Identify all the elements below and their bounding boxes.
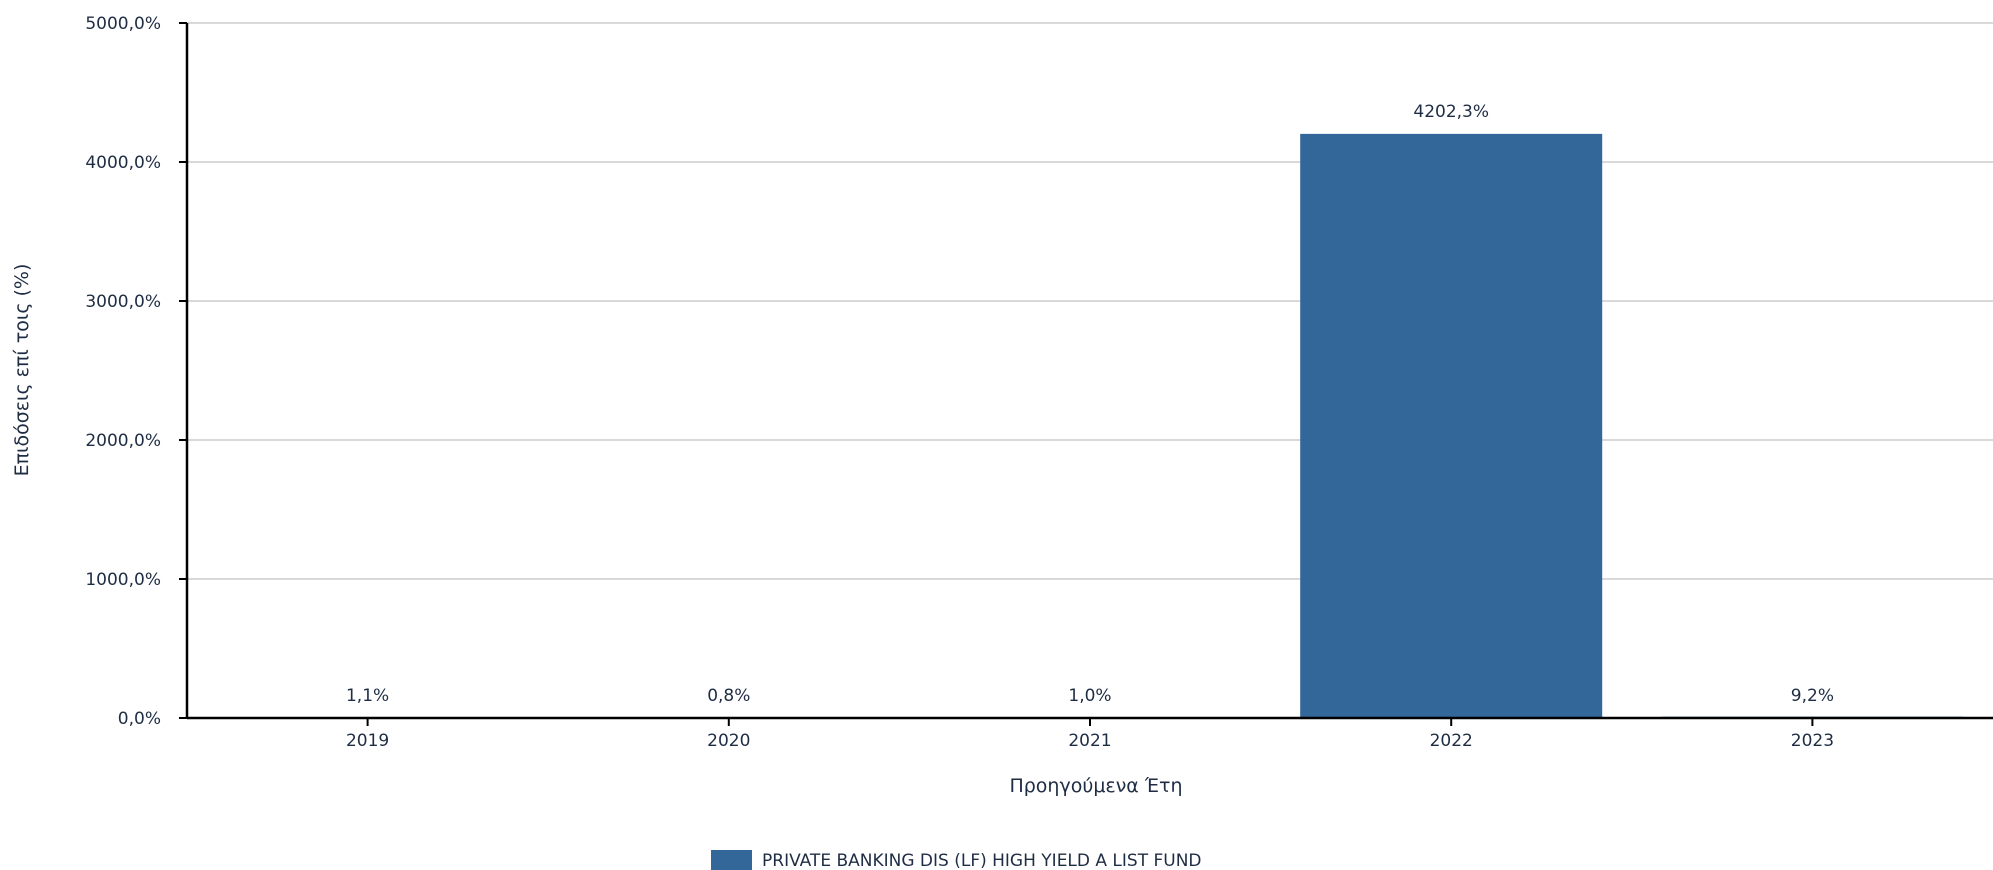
y-tick-label: 4000,0% <box>85 153 161 173</box>
y-tick-label: 2000,0% <box>85 431 161 451</box>
data-label: 1,0% <box>1068 686 1111 706</box>
x-tick-label: 2023 <box>1791 731 1834 751</box>
y-tick-label: 5000,0% <box>85 14 161 34</box>
gridlines <box>187 22 1993 580</box>
data-label: 9,2% <box>1791 686 1834 706</box>
x-axis-ticks: 2019 2020 2021 2022 2023 <box>346 718 1834 751</box>
x-axis-title: Προηγούμενα Έτη <box>1009 775 1182 797</box>
bars <box>216 133 1964 718</box>
legend: PRIVATE BANKING DIS (LF) HIGH YIELD A LI… <box>711 850 1202 870</box>
y-tick-label: 3000,0% <box>85 292 161 312</box>
x-tick-label: 2021 <box>1068 731 1111 751</box>
y-tick-label: 0,0% <box>118 709 161 729</box>
data-labels: 1,1% 0,8% 1,0% 4202,3% 9,2% <box>346 102 1834 706</box>
axes <box>185 23 1993 720</box>
data-label: 0,8% <box>707 686 750 706</box>
data-label: 4202,3% <box>1413 102 1489 122</box>
x-tick-label: 2019 <box>346 731 389 751</box>
y-axis-ticks: 0,0% 1000,0% 2000,0% 3000,0% 4000,0% 5000,0% <box>85 14 187 729</box>
legend-label: PRIVATE BANKING DIS (LF) HIGH YIELD A LI… <box>762 851 1202 870</box>
y-tick-label: 1000,0% <box>85 570 161 590</box>
x-tick-label: 2020 <box>707 731 750 751</box>
x-tick-label: 2022 <box>1430 731 1473 751</box>
y-axis-title: Επιδόσεις επί τοις (%) <box>11 264 33 477</box>
bar <box>1300 133 1603 718</box>
data-label: 1,1% <box>346 686 389 706</box>
legend-swatch <box>711 850 752 870</box>
